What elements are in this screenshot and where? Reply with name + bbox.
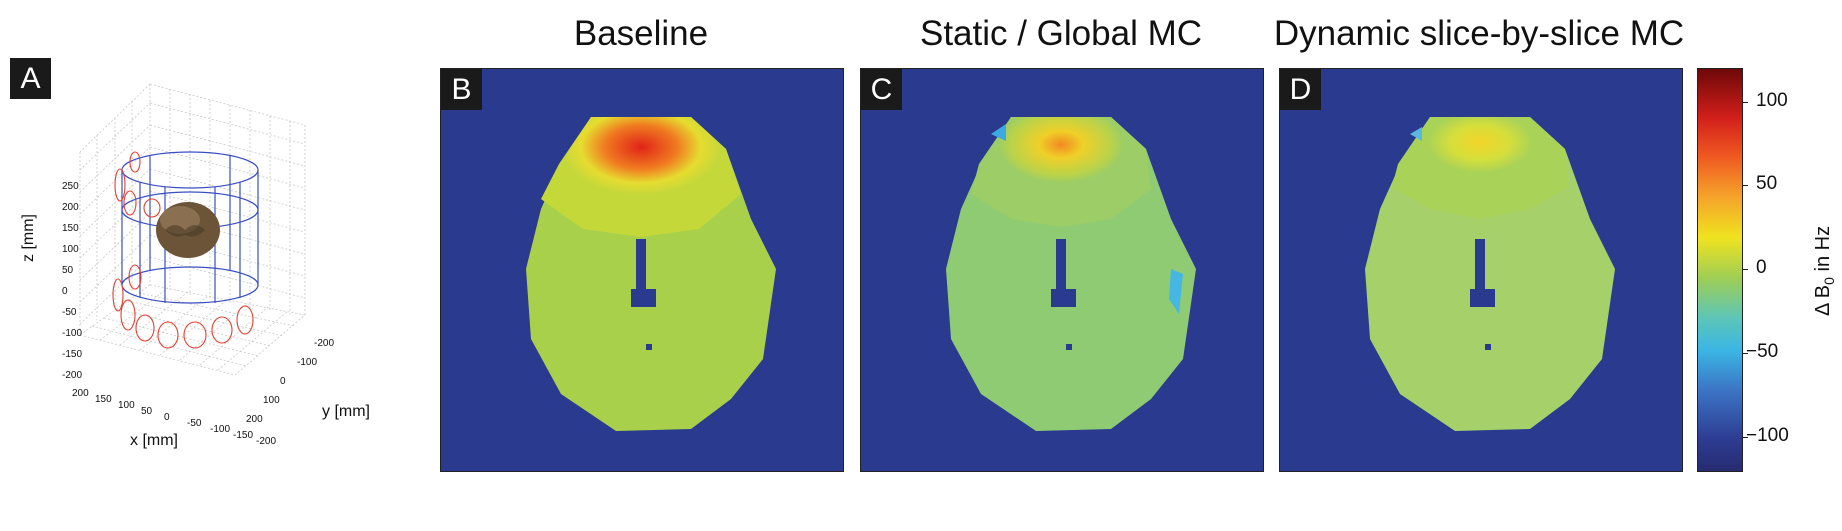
colorbar-label-unit: in Hz [1812, 225, 1834, 272]
x-tick-label: 50 [141, 406, 153, 417]
x-axis-label: x [mm] [130, 432, 178, 449]
colorbar-label-sub: 0 [1821, 277, 1837, 285]
z-axis-label: z [mm] [20, 214, 37, 262]
y-tick-label: 100 [263, 395, 280, 406]
panel-c-map [860, 68, 1264, 472]
panel-a-letter: A [10, 58, 51, 99]
colorbar-label-main: Δ B [1812, 284, 1834, 316]
x-tick-label: 150 [95, 394, 112, 405]
colorbar-tick-mark [1742, 269, 1748, 270]
colorbar-tick-label: 100 [1756, 89, 1788, 111]
z-tick-label: 150 [62, 223, 79, 234]
y-tick-label: -200 [314, 338, 335, 349]
colorbar-tick-mark [1742, 185, 1748, 187]
panel-d-title: Dynamic slice-by-slice MC [1273, 14, 1685, 53]
colorbar-tick-label: 50 [1756, 173, 1778, 195]
z-tick-label: 100 [62, 244, 79, 255]
colorbar-tick-mark [1742, 101, 1748, 103]
z-tick-label: 50 [62, 265, 74, 276]
panel-d-map [1279, 68, 1683, 472]
colorbar-tick-label: −50 [1746, 340, 1779, 362]
z-tick-label: -150 [62, 349, 83, 360]
x-tick-label: 0 [164, 412, 170, 423]
y-tick-label: 0 [280, 376, 286, 387]
panel-c-letter: C [861, 69, 902, 110]
z-tick-label: 250 [62, 181, 79, 192]
y-axis-label: y [mm] [322, 403, 370, 420]
colorbar-tick-label: 0 [1756, 257, 1767, 278]
panel-b-title: Baseline [573, 14, 709, 53]
panel-b-letter: B [441, 69, 482, 110]
z-tick-label: 0 [62, 286, 68, 297]
z-tick-label: -200 [62, 370, 83, 381]
z-tick-label: 200 [62, 202, 79, 213]
x-tick-label: -200 [256, 436, 277, 447]
panel-c-title: Static / Global MC [919, 14, 1203, 53]
colorbar-label: Δ B0 in Hz [1812, 226, 1837, 316]
colorbar-tick-label: −100 [1746, 424, 1789, 446]
colorbar-tick-mark [1742, 436, 1748, 438]
x-tick-label: -100 [210, 424, 231, 435]
x-tick-label: -50 [187, 418, 202, 429]
colorbar [1697, 68, 1743, 472]
x-tick-label: 200 [72, 388, 89, 399]
y-tick-label: -100 [297, 357, 318, 368]
y-tick-label: 200 [246, 414, 263, 425]
panel-d-letter: D [1280, 69, 1321, 110]
colorbar-tick-mark [1742, 352, 1748, 354]
coil-3d-plot [79, 83, 306, 376]
z-tick-label: -50 [62, 307, 77, 318]
panel-b-map [440, 68, 844, 472]
z-tick-label: -100 [62, 328, 83, 339]
x-tick-label: 100 [118, 400, 135, 411]
x-tick-label: -150 [233, 430, 254, 441]
